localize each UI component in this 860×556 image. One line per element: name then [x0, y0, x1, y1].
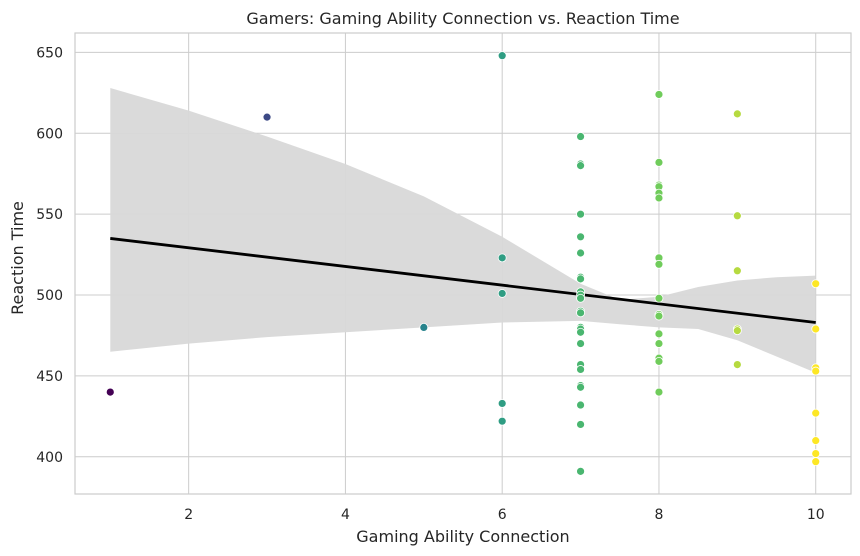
axes-frame — [74, 32, 852, 495]
data-point — [811, 408, 821, 418]
chart-title: Gamers: Gaming Ability Connection vs. Re… — [246, 9, 679, 28]
y-tick-label: 550 — [36, 207, 63, 223]
data-point — [732, 326, 742, 336]
y-tick-label: 650 — [36, 45, 63, 61]
data-point — [576, 232, 585, 242]
data-point — [654, 311, 664, 321]
data-point — [576, 400, 585, 410]
data-point — [576, 161, 585, 171]
data-point — [654, 356, 664, 366]
grid-lines — [75, 33, 851, 494]
data-point — [576, 420, 585, 429]
x-tick-labels: 2 4 6 8 10 — [184, 507, 824, 523]
data-point — [576, 248, 585, 258]
data-point — [654, 339, 664, 348]
x-tick-label: 8 — [654, 507, 663, 523]
data-point — [576, 466, 585, 476]
regression-line-group — [110, 237, 816, 324]
data-point — [576, 308, 585, 318]
data-point — [576, 365, 585, 374]
data-point — [732, 211, 742, 221]
confidence-band-area — [110, 88, 816, 373]
data-point — [654, 90, 664, 99]
data-point — [811, 436, 821, 446]
data-point — [811, 366, 821, 376]
y-tick-labels: 400 450 500 550 600 650 — [36, 45, 63, 465]
data-point — [105, 387, 115, 397]
data-point — [811, 279, 821, 289]
data-point — [732, 109, 742, 119]
data-point — [419, 322, 429, 332]
data-point — [497, 399, 507, 408]
data-point — [497, 253, 507, 263]
data-point — [654, 193, 664, 203]
data-point — [497, 289, 507, 298]
data-point — [576, 293, 585, 303]
x-tick-label: 2 — [184, 507, 193, 523]
data-point — [576, 274, 585, 284]
x-axis-label: Gaming Ability Connection — [356, 527, 569, 546]
data-point — [576, 209, 585, 219]
data-point — [654, 259, 664, 269]
data-point — [732, 360, 742, 369]
data-point — [811, 324, 821, 334]
data-point — [497, 51, 507, 61]
y-tick-label: 500 — [36, 288, 63, 304]
data-point — [654, 158, 664, 167]
data-point — [654, 387, 664, 397]
confidence-band — [110, 88, 816, 373]
x-tick-label: 6 — [498, 507, 507, 523]
data-point — [262, 112, 272, 122]
data-point — [732, 266, 742, 276]
data-point — [497, 416, 507, 426]
data-point — [576, 382, 585, 392]
x-tick-label: 10 — [807, 507, 825, 523]
data-point — [576, 339, 585, 348]
x-tick-label: 4 — [341, 507, 350, 523]
regression-line — [110, 237, 816, 324]
data-point — [576, 327, 585, 337]
data-point — [654, 293, 664, 303]
y-axis-label: Reaction Time — [8, 201, 27, 315]
y-tick-label: 600 — [36, 126, 63, 142]
scatter-points — [105, 51, 821, 476]
data-point — [654, 329, 664, 339]
y-tick-label: 400 — [36, 450, 63, 466]
data-point — [576, 132, 585, 141]
data-point — [811, 457, 821, 467]
data-point — [811, 449, 821, 458]
y-tick-label: 450 — [36, 369, 63, 385]
plot-frame — [74, 32, 852, 495]
